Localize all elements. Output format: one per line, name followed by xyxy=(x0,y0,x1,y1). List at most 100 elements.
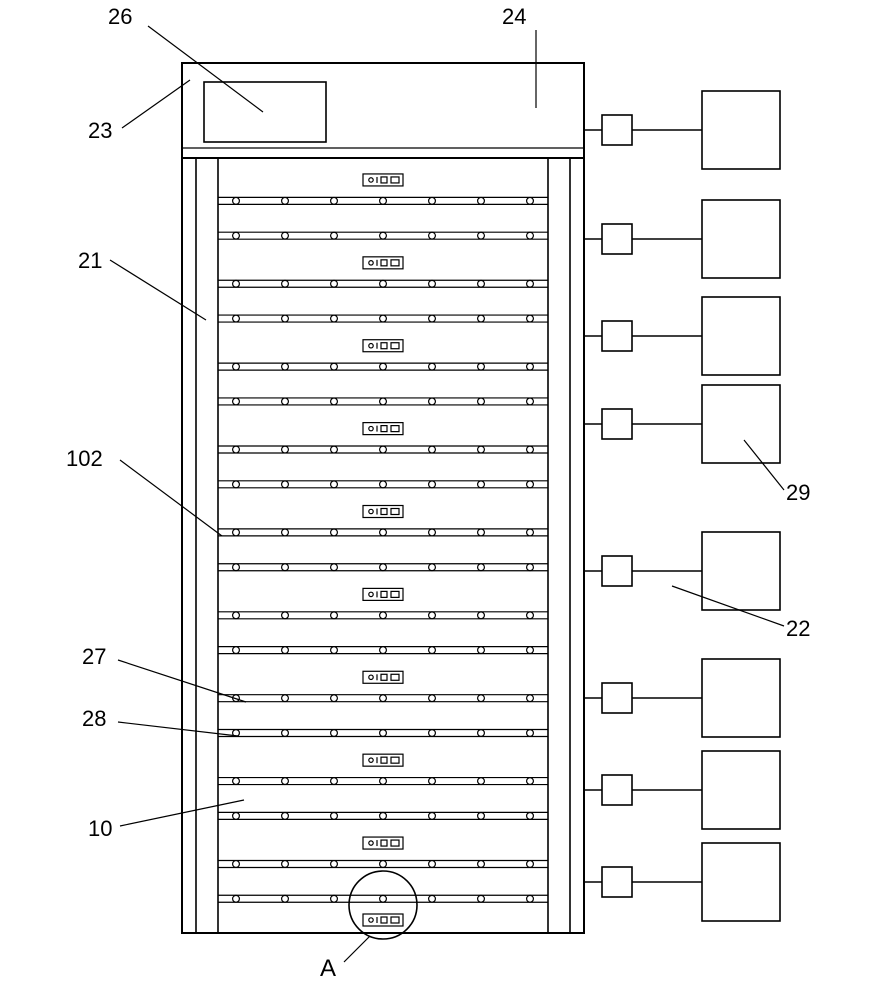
shelf-hole xyxy=(527,647,534,654)
badge-sq2 xyxy=(391,591,399,597)
badge-dot xyxy=(369,841,373,845)
badge-sq2 xyxy=(391,509,399,515)
badge-sq2 xyxy=(391,757,399,763)
shelf-hole xyxy=(380,647,387,654)
shelf-hole xyxy=(331,529,338,536)
conn-smallbox-7 xyxy=(602,867,632,897)
shelf-hole xyxy=(380,778,387,785)
label-28: 28 xyxy=(82,706,106,731)
shelf-hole xyxy=(282,647,289,654)
shelf-hole xyxy=(429,647,436,654)
shelf-hole xyxy=(282,197,289,204)
shelf-hole xyxy=(380,612,387,619)
shelf-hole xyxy=(478,197,485,204)
shelf-hole xyxy=(429,730,436,737)
shelf-hole xyxy=(380,398,387,405)
shelf-hole xyxy=(331,232,338,239)
shelf-hole xyxy=(380,861,387,868)
shelf-hole xyxy=(429,398,436,405)
conn-bigbox-0 xyxy=(702,91,780,169)
shelf-hole xyxy=(478,812,485,819)
shelf-hole xyxy=(233,778,240,785)
label-23: 23 xyxy=(88,118,112,143)
shelf-hole xyxy=(233,895,240,902)
shelf-hole xyxy=(527,232,534,239)
shelf-hole xyxy=(282,280,289,287)
shelf-hole xyxy=(527,695,534,702)
shelf-hole xyxy=(429,695,436,702)
shelf-hole xyxy=(380,695,387,702)
shelf-hole xyxy=(331,564,338,571)
shelf-hole xyxy=(527,315,534,322)
badge-sq xyxy=(381,840,387,846)
shelf-hole xyxy=(478,529,485,536)
badge-dot xyxy=(369,426,373,430)
shelf-hole xyxy=(331,730,338,737)
shelf-hole xyxy=(233,812,240,819)
badge-dot xyxy=(369,509,373,513)
shelf-hole xyxy=(429,529,436,536)
shelf-hole xyxy=(233,612,240,619)
shelf-hole xyxy=(527,730,534,737)
shelf-hole xyxy=(527,481,534,488)
shelf-hole xyxy=(282,446,289,453)
shelf-hole xyxy=(282,778,289,785)
badge-dot xyxy=(369,918,373,922)
label-26: 26 xyxy=(108,4,132,29)
shelf-hole xyxy=(233,529,240,536)
shelf-hole xyxy=(331,778,338,785)
shelf-hole xyxy=(282,730,289,737)
shelf-hole xyxy=(331,647,338,654)
shelf-hole xyxy=(429,197,436,204)
conn-bigbox-3 xyxy=(702,385,780,463)
shelf-hole xyxy=(478,730,485,737)
shelf-hole xyxy=(478,612,485,619)
shelf-hole xyxy=(429,315,436,322)
shelf-hole xyxy=(380,564,387,571)
conn-bigbox-7 xyxy=(702,843,780,921)
shelf-hole xyxy=(429,232,436,239)
shelf-hole xyxy=(233,564,240,571)
conn-smallbox-2 xyxy=(602,321,632,351)
shelf-hole xyxy=(527,398,534,405)
shelf-hole xyxy=(527,446,534,453)
shelf-hole xyxy=(429,280,436,287)
shelf-hole xyxy=(478,647,485,654)
shelf-hole xyxy=(331,280,338,287)
shelf-hole xyxy=(478,398,485,405)
shelf-hole xyxy=(527,529,534,536)
shelf-hole xyxy=(478,280,485,287)
shelf-hole xyxy=(380,232,387,239)
badge-sq xyxy=(381,260,387,266)
shelf-hole xyxy=(233,446,240,453)
label-24: 24 xyxy=(502,4,526,29)
label-22: 22 xyxy=(786,616,810,641)
badge-sq xyxy=(381,591,387,597)
badge-sq2 xyxy=(391,917,399,923)
shelf-hole xyxy=(380,363,387,370)
shelf-hole xyxy=(429,446,436,453)
badge-dot xyxy=(369,178,373,182)
shelf-hole xyxy=(429,612,436,619)
shelf-hole xyxy=(380,280,387,287)
shelf-hole xyxy=(233,232,240,239)
shelf-hole xyxy=(282,315,289,322)
shelf-hole xyxy=(380,446,387,453)
shelf-hole xyxy=(331,612,338,619)
shelf-hole xyxy=(478,446,485,453)
shelf-hole xyxy=(233,280,240,287)
badge-dot xyxy=(369,344,373,348)
badge-sq2 xyxy=(391,260,399,266)
shelf-hole xyxy=(478,778,485,785)
shelf-hole xyxy=(282,529,289,536)
label-102: 102 xyxy=(66,446,103,471)
shelf-hole xyxy=(527,612,534,619)
badge-sq xyxy=(381,177,387,183)
badge-sq2 xyxy=(391,840,399,846)
shelf-hole xyxy=(233,647,240,654)
shelf-hole xyxy=(478,315,485,322)
shelf-hole xyxy=(282,363,289,370)
conn-smallbox-1 xyxy=(602,224,632,254)
shelf-hole xyxy=(380,315,387,322)
shelf-hole xyxy=(282,612,289,619)
